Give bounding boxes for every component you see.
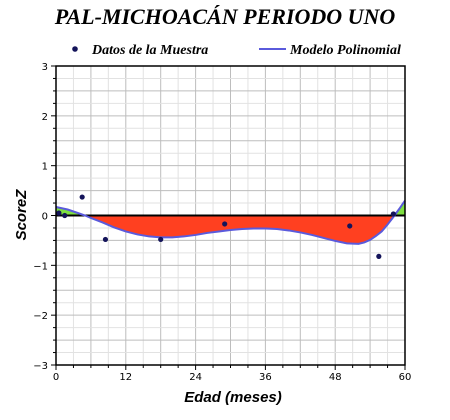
x-tick-label: 24 (189, 372, 202, 383)
y-axis-title: ScoreZ (13, 189, 30, 241)
y-tick-label: 3 (42, 62, 48, 73)
y-tick-label: 0 (42, 212, 48, 223)
data-point (222, 221, 228, 227)
data-point (376, 253, 382, 259)
x-axis-title: Edad (meses) (184, 389, 282, 406)
data-point (390, 211, 396, 217)
data-point (56, 210, 62, 216)
y-tick-label: −2 (33, 311, 48, 322)
y-tick-label: 1 (42, 162, 48, 173)
x-tick-label: 48 (329, 372, 342, 383)
y-tick-label: −3 (33, 361, 48, 372)
data-point (62, 212, 68, 219)
x-tick-label: 36 (259, 372, 272, 383)
legend-label-datos: Datos de la Muestra (91, 43, 208, 58)
legend-marker-datos (72, 46, 78, 52)
y-tick-label: 2 (42, 112, 48, 123)
data-point (347, 223, 353, 229)
chart-title: PAL-MICHOACÁN PERIODO UNO (54, 4, 396, 29)
data-point (79, 194, 85, 200)
data-point (102, 236, 109, 243)
data-point (158, 236, 164, 243)
x-tick-label: 12 (119, 372, 132, 383)
legend: Datos de la Muestra Modelo Polinomial (72, 43, 401, 58)
x-tick-label: 0 (53, 372, 59, 383)
x-tick-label: 60 (399, 372, 412, 383)
y-tick-label: −1 (33, 261, 48, 272)
series-line-modelo-polinomial (55, 199, 406, 245)
legend-label-modelo: Modelo Polinomial (289, 43, 401, 58)
